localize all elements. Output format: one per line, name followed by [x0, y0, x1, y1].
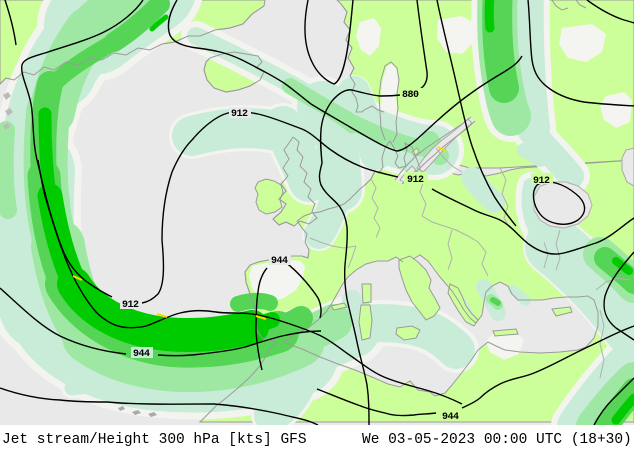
svg-text:912: 912 — [231, 109, 248, 120]
svg-text:912: 912 — [533, 176, 550, 187]
svg-text:912: 912 — [122, 300, 139, 311]
svg-text:Jet stream/Height 300 hPa [kts: Jet stream/Height 300 hPa [kts] GFS — [2, 432, 307, 448]
svg-text:944: 944 — [442, 412, 459, 423]
svg-text:912: 912 — [407, 175, 424, 186]
svg-text:We 03-05-2023 00:00 UTC (18+30: We 03-05-2023 00:00 UTC (18+30) — [362, 432, 632, 448]
svg-text:944: 944 — [271, 256, 288, 267]
svg-text:880: 880 — [402, 90, 419, 101]
svg-text:944: 944 — [133, 349, 150, 360]
